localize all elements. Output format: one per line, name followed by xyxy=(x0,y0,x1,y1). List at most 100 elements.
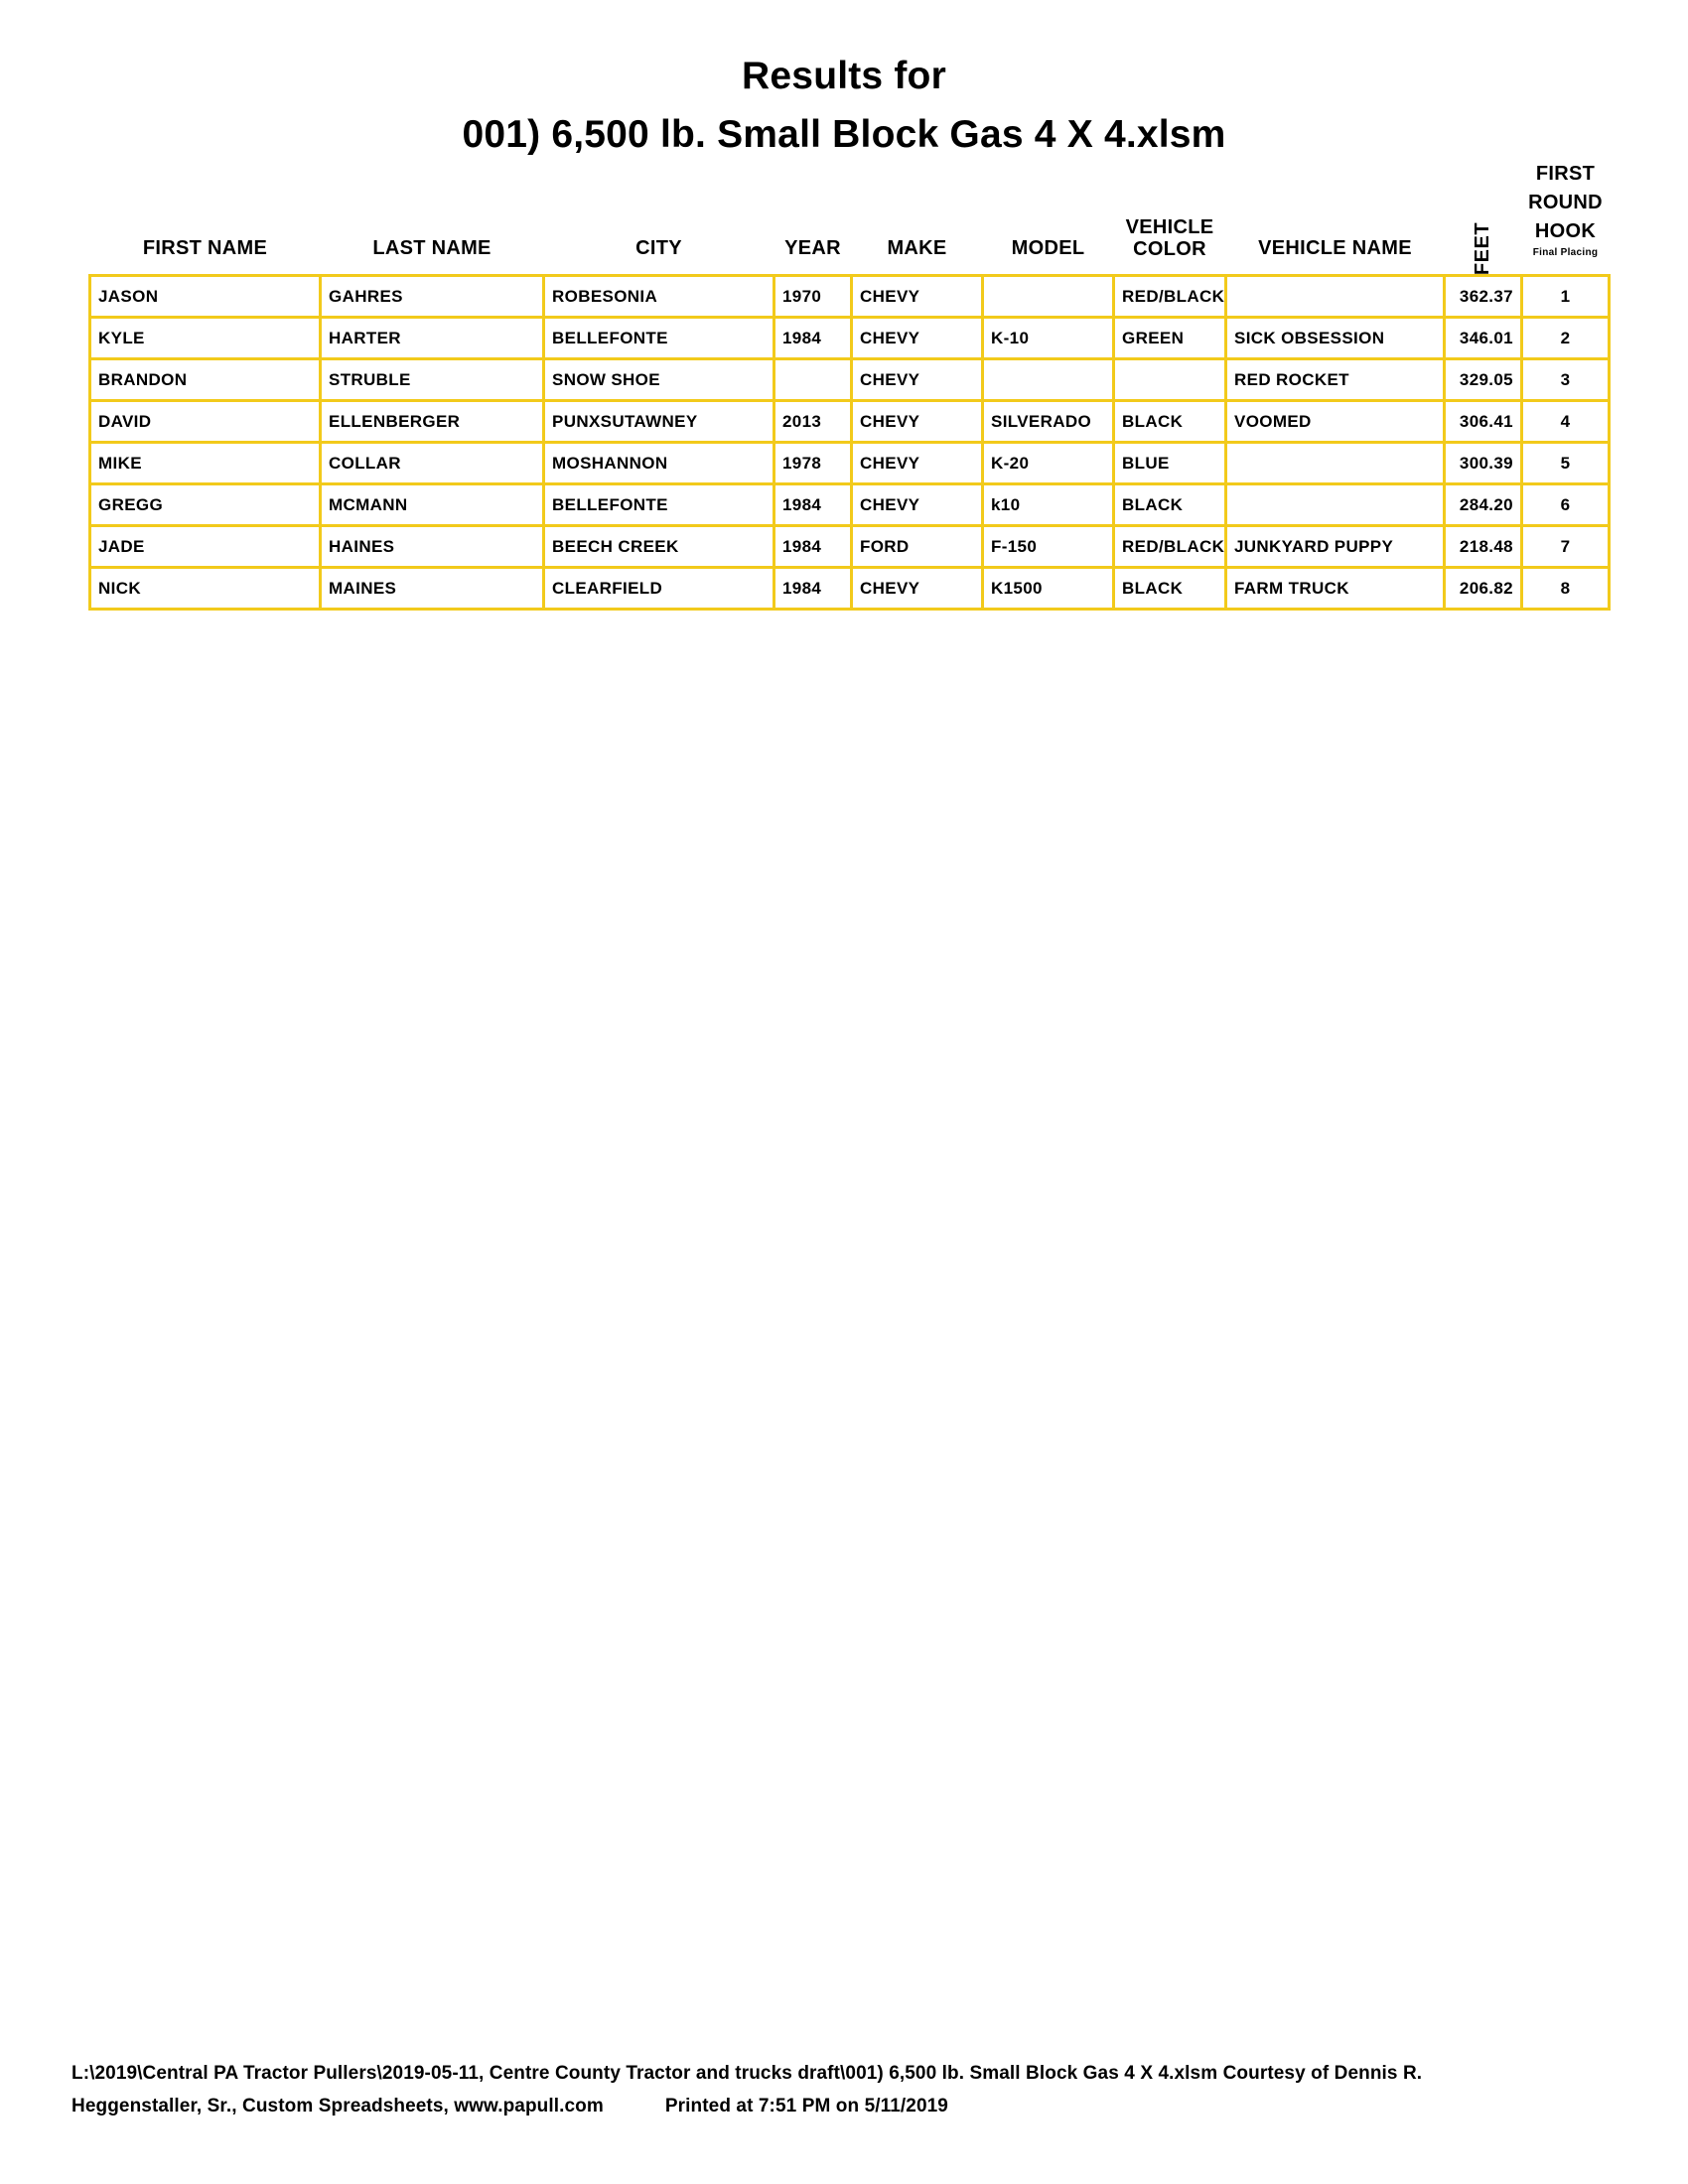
cell-vehicle-color: BLACK xyxy=(1112,566,1227,612)
table-row: JADE HAINES BEECH CREEK 1984 FORD F-150 RED/BL… xyxy=(88,524,1611,570)
cell-city: BELLEFONTE xyxy=(542,316,775,361)
cell-make: CHEVY xyxy=(850,316,984,361)
cell-first-name: BRANDON xyxy=(88,357,322,403)
cell-vehicle-color: BLACK xyxy=(1112,399,1227,445)
cell-final-placing: 8 xyxy=(1520,566,1611,612)
cell-vehicle-name xyxy=(1224,274,1446,320)
cell-year: 1984 xyxy=(773,316,853,361)
cell-feet: 218.48 xyxy=(1443,524,1523,570)
table-row: JASON GAHRES ROBESONIA 1970 CHEVY RED/BLACK 36… xyxy=(88,274,1611,320)
column-header-vehicle-name: VEHICLE NAME xyxy=(1225,159,1445,276)
cell-feet: 284.20 xyxy=(1443,482,1523,528)
table-header: FIRST NAME LAST NAME CITY YEAR MAKE MODE… xyxy=(89,159,1610,276)
table-row: KYLE HARTER BELLEFONTE 1984 CHEVY K-10 GREEN SI… xyxy=(88,316,1611,361)
footer-path-line: L:\2019\Central PA Tractor Pullers\2019-… xyxy=(71,2062,1423,2084)
table-row: MIKE COLLAR MOSHANNON 1978 CHEVY K-20 BLUE 300.… xyxy=(88,441,1611,486)
cell-last-name: STRUBLE xyxy=(319,357,545,403)
cell-final-placing: 4 xyxy=(1520,399,1611,445)
footer-author: Heggenstaller, Sr., Custom Spreadsheets,… xyxy=(71,2095,604,2116)
column-header-city: CITY xyxy=(543,159,774,276)
column-header-year: YEAR xyxy=(774,159,852,276)
cell-vehicle-name xyxy=(1224,441,1446,486)
cell-city: BELLEFONTE xyxy=(542,482,775,528)
cell-feet: 306.41 xyxy=(1443,399,1523,445)
cell-final-placing: 3 xyxy=(1520,357,1611,403)
results-table: FIRST NAME LAST NAME CITY YEAR MAKE MODE… xyxy=(88,159,1611,612)
feet-rotated-label: FEET xyxy=(1472,222,1493,276)
cell-feet: 300.39 xyxy=(1443,441,1523,486)
cell-vehicle-name: JUNKYARD PUPPY xyxy=(1224,524,1446,570)
cell-feet: 329.05 xyxy=(1443,357,1523,403)
cell-last-name: ELLENBERGER xyxy=(319,399,545,445)
cell-make: CHEVY xyxy=(850,274,984,320)
cell-year: 2013 xyxy=(773,399,853,445)
cell-vehicle-name: VOOMED xyxy=(1224,399,1446,445)
cell-final-placing: 1 xyxy=(1520,274,1611,320)
vehicle-color-line2: COLOR xyxy=(1133,237,1206,260)
title-line-results-for: Results for xyxy=(742,55,946,97)
cell-vehicle-color: RED/BLACK xyxy=(1112,524,1227,570)
cell-first-name: KYLE xyxy=(88,316,322,361)
cell-last-name: GAHRES xyxy=(319,274,545,320)
cell-model: SILVERADO xyxy=(981,399,1115,445)
title-line-filename: 001) 6,500 lb. Small Block Gas 4 X 4.xls… xyxy=(462,112,1226,156)
column-header-make: MAKE xyxy=(851,159,983,276)
cell-model: K1500 xyxy=(981,566,1115,612)
table-header-row: FIRST NAME LAST NAME CITY YEAR MAKE MODE… xyxy=(89,159,1610,276)
footer-printed-timestamp: Printed at 7:51 PM on 5/11/2019 xyxy=(664,2095,948,2116)
footer-credit-line: Heggenstaller, Sr., Custom Spreadsheets,… xyxy=(71,2090,1628,2122)
cell-vehicle-name: FARM TRUCK xyxy=(1224,566,1446,612)
column-header-first-name: FIRST NAME xyxy=(89,159,321,276)
placing-line1: FIRST ROUND xyxy=(1528,162,1603,213)
cell-last-name: MCMANN xyxy=(319,482,545,528)
cell-make: CHEVY xyxy=(850,482,984,528)
cell-year xyxy=(773,357,853,403)
cell-first-name: MIKE xyxy=(88,441,322,486)
placing-line2: HOOK xyxy=(1534,219,1597,242)
cell-vehicle-color: GREEN xyxy=(1112,316,1227,361)
cell-city: BEECH CREEK xyxy=(542,524,775,570)
results-table-container: FIRST NAME LAST NAME CITY YEAR MAKE MODE… xyxy=(84,159,1611,612)
cell-first-name: JADE xyxy=(88,524,322,570)
cell-first-name: NICK xyxy=(88,566,322,612)
cell-make: CHEVY xyxy=(850,399,984,445)
column-header-model: MODEL xyxy=(982,159,1114,276)
cell-vehicle-name xyxy=(1224,482,1446,528)
cell-year: 1984 xyxy=(773,566,853,612)
cell-vehicle-color xyxy=(1112,357,1227,403)
cell-model: F-150 xyxy=(981,524,1115,570)
cell-last-name: MAINES xyxy=(319,566,545,612)
cell-feet: 206.82 xyxy=(1443,566,1523,612)
cell-vehicle-name: SICK OBSESSION xyxy=(1224,316,1446,361)
table-row: GREGG MCMANN BELLEFONTE 1984 CHEVY k10 BLACK 28… xyxy=(88,482,1611,528)
cell-city: ROBESONIA xyxy=(542,274,775,320)
page-title: Results for 001) 6,500 lb. Small Block G… xyxy=(0,0,1688,160)
column-header-vehicle-color: VEHICLE COLOR xyxy=(1113,159,1226,276)
column-header-final-placing: FIRST ROUND HOOK Final Placing xyxy=(1521,159,1610,276)
cell-last-name: COLLAR xyxy=(319,441,545,486)
cell-model xyxy=(981,357,1115,403)
cell-model: K-10 xyxy=(981,316,1115,361)
cell-year: 1984 xyxy=(773,524,853,570)
cell-feet: 346.01 xyxy=(1443,316,1523,361)
cell-model xyxy=(981,274,1115,320)
cell-last-name: HARTER xyxy=(319,316,545,361)
cell-city: PUNXSUTAWNEY xyxy=(542,399,775,445)
cell-make: CHEVY xyxy=(850,357,984,403)
placing-line3: Final Placing xyxy=(1532,246,1599,258)
cell-feet: 362.37 xyxy=(1443,274,1523,320)
cell-final-placing: 5 xyxy=(1520,441,1611,486)
cell-year: 1970 xyxy=(773,274,853,320)
table-row: BRANDON STRUBLE SNOW SHOE CHEVY RED ROCKET 32… xyxy=(88,357,1611,403)
cell-vehicle-color: RED/BLACK xyxy=(1112,274,1227,320)
cell-city: MOSHANNON xyxy=(542,441,775,486)
vehicle-color-line1: VEHICLE xyxy=(1125,215,1214,238)
cell-vehicle-name: RED ROCKET xyxy=(1224,357,1446,403)
cell-make: CHEVY xyxy=(850,441,984,486)
cell-year: 1978 xyxy=(773,441,853,486)
cell-model: k10 xyxy=(981,482,1115,528)
cell-first-name: JASON xyxy=(88,274,322,320)
cell-vehicle-color: BLUE xyxy=(1112,441,1227,486)
cell-final-placing: 6 xyxy=(1520,482,1611,528)
